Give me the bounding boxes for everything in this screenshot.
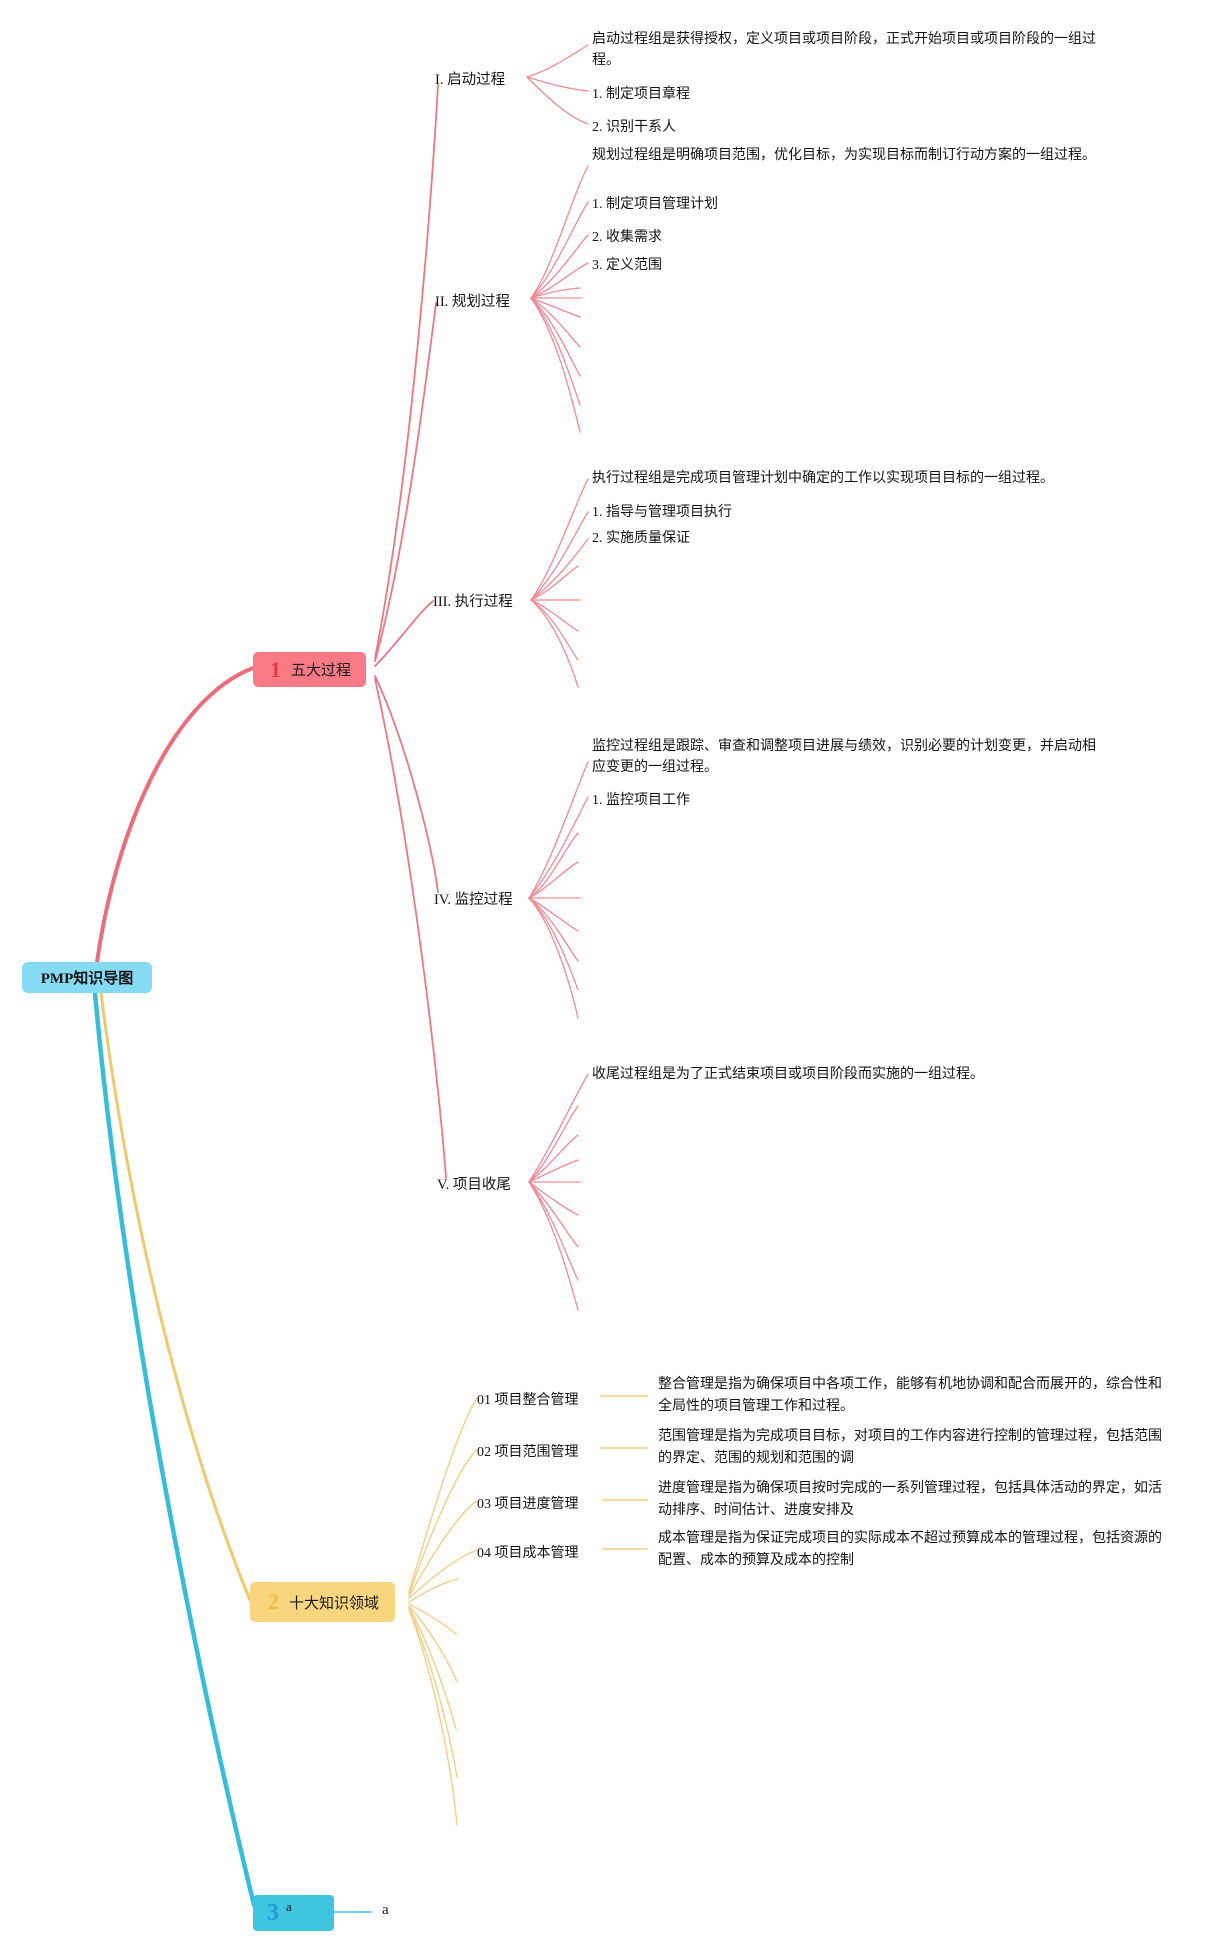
topic-schedule-mgmt[interactable]: 03 项目进度管理 (477, 1497, 579, 1512)
item-planning-1[interactable]: 1. 制定项目管理计划 (592, 197, 718, 212)
item-executing-2[interactable]: 2. 实施质量保证 (592, 531, 690, 546)
item-initiating-2[interactable]: 2. 识别干系人 (592, 120, 676, 135)
desc-scope-mgmt[interactable]: 范围管理是指为完成项目目标，对项目的工作内容进行控制的管理过程，包括范围的界定、… (658, 1429, 1162, 1466)
desc-planning[interactable]: 规划过程组是明确项目范围，优化目标，为实现目标而制订行动方案的一组过程。 (592, 148, 1096, 163)
branch1-number: 1 (270, 656, 281, 682)
link-root-to-branch3 (92, 990, 257, 1908)
links-executing-children (530, 478, 589, 688)
branch2-label: 十大知识领域 (289, 1595, 380, 1612)
item-planning-3[interactable]: 3. 定义范围 (592, 258, 662, 273)
topic-executing[interactable]: III. 执行过程 (433, 594, 513, 610)
branch-node-knowledge-areas[interactable]: 2 十大知识领域 (250, 1582, 396, 1622)
topic-integration-mgmt[interactable]: 01 项目整合管理 (477, 1393, 579, 1408)
desc-integration-mgmt[interactable]: 整合管理是指为确保项目中各项工作，能够有机地协调和配合而展开的，综合性和全局性的… (658, 1377, 1162, 1414)
desc-closing[interactable]: 收尾过程组是为了正式结束项目或项目阶段而实施的一组过程。 (592, 1067, 984, 1082)
links-branch2-children (408, 1397, 478, 1826)
item-monitoring-1[interactable]: 1. 监控项目工作 (592, 793, 690, 808)
branch3-label: a (286, 1899, 292, 1914)
link-root-to-branch2 (99, 991, 252, 1602)
root-node[interactable]: PMP知识导图 (22, 962, 152, 993)
link-root-to-branch1 (95, 666, 255, 964)
desc-schedule-mgmt[interactable]: 进度管理是指为确保项目按时完成的一系列管理过程，包括具体活动的界定，如活动排序、… (658, 1481, 1162, 1518)
topic-cost-mgmt[interactable]: 04 项目成本管理 (477, 1546, 579, 1561)
desc-monitoring[interactable]: 监控过程组是跟踪、审查和调整项目进展与绩效，识别必要的计划变更，并启动相应变更的… (592, 739, 1096, 775)
item-planning-2[interactable]: 2. 收集需求 (592, 230, 662, 245)
branch1-label: 五大过程 (291, 663, 352, 679)
topic-monitoring[interactable]: IV. 监控过程 (434, 892, 513, 908)
links-planning-children (530, 165, 589, 433)
topic-initiating[interactable]: I. 启动过程 (435, 72, 506, 88)
branch-node-five-processes[interactable]: 1 五大过程 (253, 652, 367, 687)
branch3-number: 3 (267, 1900, 279, 1926)
topic-closing[interactable]: V. 项目收尾 (437, 1177, 511, 1193)
root-label: PMP知识导图 (40, 971, 134, 987)
links-closing-children (528, 1073, 589, 1311)
desc-cost-mgmt[interactable]: 成本管理是指为保证完成项目的实际成本不超过预算成本的管理过程，包括资源的配置、成… (658, 1531, 1162, 1568)
topic-planning[interactable]: II. 规划过程 (435, 294, 510, 310)
desc-initiating[interactable]: 启动过程组是获得授权，定义项目或项目阶段，正式开始项目或项目阶段的一组过程。 (592, 32, 1096, 68)
links-branch1-to-processes (374, 84, 447, 1179)
branch-node-three[interactable]: 3 a (253, 1895, 334, 1931)
links-knowledge-descriptions (599, 1394, 649, 1551)
topic-a[interactable]: a (382, 1902, 389, 1918)
desc-executing[interactable]: 执行过程组是完成项目管理计划中确定的工作以实现项目目标的一组过程。 (592, 471, 1054, 486)
branch2-number: 2 (268, 1589, 279, 1614)
topic-scope-mgmt[interactable]: 02 项目范围管理 (477, 1445, 579, 1460)
links-initiating-children (526, 44, 589, 125)
links-monitoring-children (528, 761, 589, 1019)
item-initiating-1[interactable]: 1. 制定项目章程 (592, 87, 690, 102)
item-executing-1[interactable]: 1. 指导与管理项目执行 (592, 505, 732, 520)
